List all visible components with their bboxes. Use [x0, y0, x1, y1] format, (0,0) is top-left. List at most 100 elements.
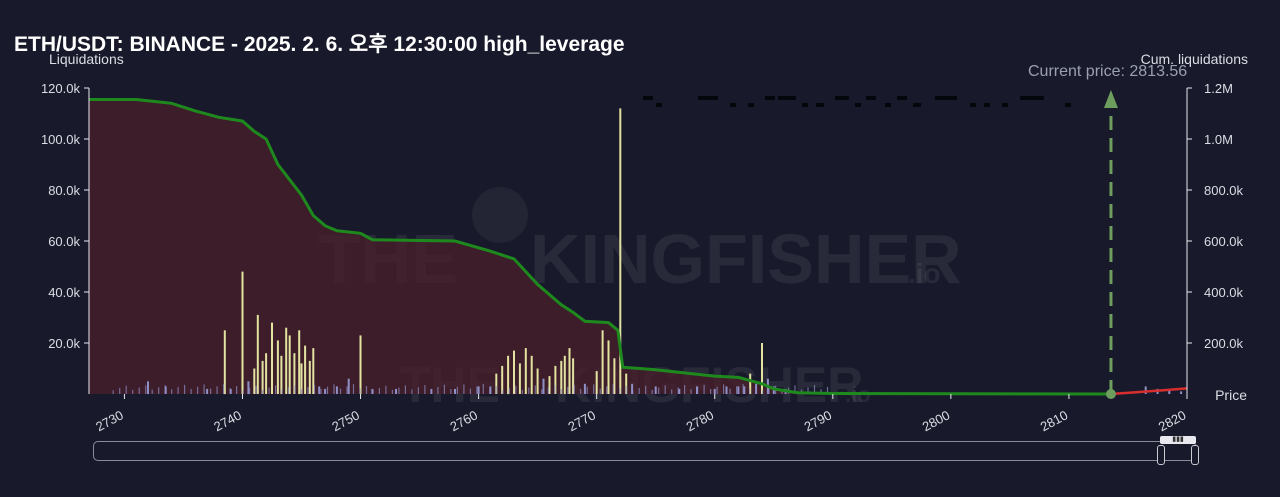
liquidation-bar-small — [697, 387, 699, 394]
overlay-dash — [1065, 103, 1071, 107]
liquidation-bar — [335, 386, 338, 394]
liquidation-bar-small — [385, 385, 387, 394]
liquidation-bar — [654, 386, 657, 394]
liquidation-bar — [678, 388, 681, 394]
liquidation-bar-small — [164, 385, 166, 394]
liquidation-bar — [256, 314, 259, 394]
liquidation-bar-small — [710, 388, 712, 394]
overlay-dash — [748, 103, 754, 107]
liquidation-bar-small — [268, 387, 270, 394]
liquidation-bar-small — [229, 388, 231, 394]
liquidation-bar-small — [684, 385, 686, 394]
liquidation-bar — [507, 355, 510, 395]
liquidation-bar-small — [742, 384, 744, 394]
liquidation-bar-small — [586, 386, 588, 394]
liquidation-bar — [300, 363, 303, 394]
cum-liquidations-line — [89, 98, 1112, 396]
liquidation-bar-small — [749, 388, 751, 394]
liquidation-bar-small — [249, 387, 251, 394]
liquidation-bar-small — [300, 389, 303, 394]
liquidation-bar — [583, 383, 586, 394]
liquidation-bar-small — [456, 386, 458, 394]
liquidation-bar-small — [411, 389, 413, 394]
liquidation-bar — [454, 388, 456, 394]
liquidation-bar-small — [625, 386, 627, 394]
liquidation-bar-small — [469, 388, 471, 394]
liquidation-bar-small — [417, 387, 419, 394]
liquidation-bar — [536, 368, 539, 394]
liquidation-bar-small — [534, 385, 536, 394]
x-tick-label: 2800 — [920, 407, 953, 434]
liquidation-bar — [312, 348, 315, 394]
x-tick-label: 2750 — [329, 407, 362, 434]
liquidation-bar — [265, 353, 268, 394]
liquidation-bar-small — [658, 387, 660, 394]
liquidation-bar-small — [450, 388, 452, 394]
overlay-dash — [835, 96, 849, 100]
liquidation-bar-small — [138, 387, 140, 394]
liquidation-bar — [477, 386, 480, 394]
chart-title: ETH/USDT: BINANCE - 2025. 2. 6. 오후 12:30… — [14, 33, 625, 56]
liquidation-bar-small — [813, 385, 816, 394]
liquidation-bar — [513, 350, 515, 394]
liquidation-bar-small — [398, 387, 400, 394]
liquidation-bar-small — [664, 385, 666, 394]
liquidation-bar-small — [716, 386, 718, 394]
liquidation-bar-small — [158, 387, 160, 394]
overlay-dash — [778, 96, 796, 100]
liquidation-bar-small — [294, 385, 296, 394]
liquidation-bar-small — [521, 389, 523, 394]
y-tick-label: 100.0k — [41, 132, 81, 147]
liquidation-bar — [619, 108, 622, 395]
liquidation-bar-small — [547, 387, 549, 394]
liquidation-bar — [247, 381, 250, 395]
liquidation-bar — [761, 343, 763, 394]
liquidation-bar-small — [437, 387, 439, 394]
liquidation-bar-small — [320, 388, 322, 394]
cum-liquidations-above-line — [1110, 387, 1188, 396]
liquidation-bar — [253, 368, 256, 394]
x-tick-label: 2730 — [93, 407, 126, 434]
liquidation-bar-small — [339, 388, 342, 394]
liquidation-bar-small — [560, 389, 562, 394]
liquidation-bar-small — [424, 385, 426, 394]
liquidation-bar-small — [125, 385, 127, 394]
overlay-dash — [897, 96, 907, 100]
liquidation-bar — [276, 340, 279, 394]
liquidation-bar — [554, 365, 557, 394]
liquidation-bar-small — [508, 387, 510, 394]
liquidation-bar — [501, 365, 504, 394]
liquidation-bar — [359, 335, 362, 394]
range-slider-left-handle[interactable] — [1157, 445, 1165, 465]
liquidation-bar — [613, 358, 616, 394]
liquidation-bar-small — [619, 388, 621, 394]
liquidation-bar — [563, 355, 566, 395]
liquidation-bar-small — [826, 387, 829, 394]
liquidation-bar-small — [145, 385, 147, 394]
y-tick-label: 80.0k — [48, 183, 80, 198]
liquidation-bar-small — [242, 390, 244, 394]
liquidation-bar-small — [359, 388, 361, 394]
liquidation-bar — [625, 373, 628, 394]
liquidation-bar — [518, 363, 521, 394]
liquidation-bar-small — [443, 384, 445, 394]
liquidation-bar — [318, 386, 321, 394]
liquidation-bar — [206, 388, 209, 394]
overlay-dash — [866, 96, 876, 100]
liquidation-bar-small — [346, 386, 348, 394]
liquidation-bar — [1180, 391, 1183, 394]
liquidation-bar-small — [275, 385, 277, 394]
range-slider-track[interactable] — [93, 441, 1196, 461]
liquidation-bar-small — [495, 386, 497, 394]
liquidation-bar-small — [391, 389, 393, 394]
liquidation-bar — [725, 386, 728, 394]
range-slider-right-handle[interactable] — [1191, 445, 1199, 465]
range-slider-thumb[interactable]: ▮▮▮ — [1157, 436, 1199, 465]
liquidation-bar — [530, 355, 533, 395]
liquidation-bar-small — [651, 389, 653, 394]
range-slider-grip-icon[interactable]: ▮▮▮ — [1160, 436, 1196, 444]
overlay-dash — [855, 103, 861, 107]
y2-tick-label: 1.0M — [1204, 132, 1233, 147]
overlay-dash — [765, 96, 775, 100]
